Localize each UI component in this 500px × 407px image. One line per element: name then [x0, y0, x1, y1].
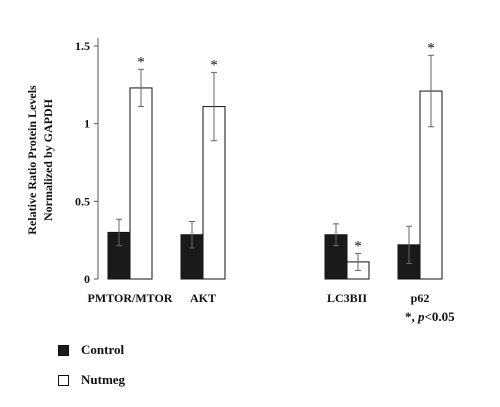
significance-star: * — [137, 54, 145, 70]
legend-item-nutmeg: Nutmeg — [58, 370, 125, 390]
y-tick-label: 1.5 — [75, 39, 90, 53]
y-tick-label: 0 — [84, 272, 90, 286]
significance-star: * — [354, 238, 362, 254]
category-label: p62 — [411, 291, 430, 305]
significance-star: * — [210, 57, 218, 73]
significance-note: *, p<0.05 — [405, 309, 455, 325]
category-label: LC3BII — [327, 291, 367, 305]
significance-star: * — [427, 40, 435, 56]
y-axis-label: Relative Ratio Protein Levels Normalized… — [25, 85, 55, 235]
y-axis: 0 0.5 1 1.5 — [75, 38, 99, 286]
significance-comma: , — [411, 309, 415, 324]
significance-star: * — [405, 309, 412, 324]
legend-swatch-nutmeg — [58, 374, 69, 386]
y-axis-label-line1: Relative Ratio Protein Levels — [25, 85, 39, 235]
category-label: PMTOR/MTOR — [88, 291, 173, 305]
legend-label-control: Control — [81, 342, 125, 357]
category-labels: PMTOR/MTOR AKT LC3BII p62 — [88, 291, 430, 305]
y-tick-label: 1 — [84, 117, 90, 131]
legend: Control Nutmeg — [58, 340, 125, 400]
y-tick-label: 0.5 — [75, 194, 90, 208]
p-threshold: <0.05 — [424, 309, 455, 324]
y-axis-label-line2: Normalized by GAPDH — [41, 98, 55, 221]
p-symbol: p — [418, 309, 425, 324]
bars: * * * * — [107, 40, 443, 280]
category-label: AKT — [190, 291, 216, 305]
legend-item-control: Control — [58, 340, 125, 360]
legend-swatch-control — [58, 344, 69, 356]
legend-label-nutmeg: Nutmeg — [81, 372, 126, 387]
bar-nutmeg — [129, 87, 153, 280]
